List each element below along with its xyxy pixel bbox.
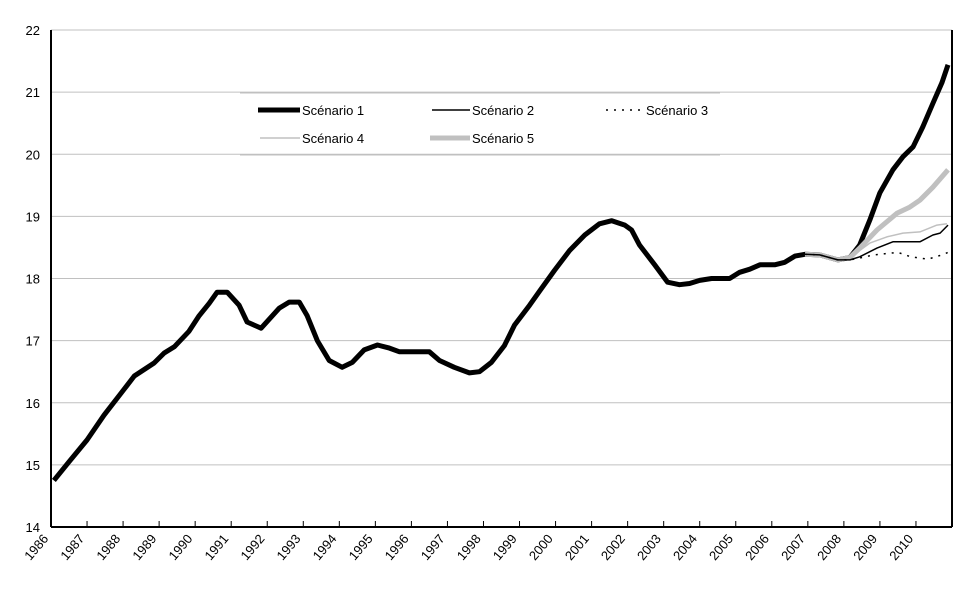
x-tick-label: 1994 bbox=[310, 531, 340, 563]
legend-label-scenario-2: Scénario 2 bbox=[472, 103, 534, 118]
x-tick-label: 1990 bbox=[165, 531, 195, 563]
x-tick-label: 1991 bbox=[201, 531, 231, 563]
series-line-scenario-1 bbox=[51, 63, 951, 482]
legend: Scénario 1 Scénario 2 Scénario 3 Scénario 4… bbox=[240, 92, 720, 156]
x-tick-label: 1993 bbox=[273, 531, 303, 563]
y-tick-label: 20 bbox=[26, 147, 40, 162]
y-tick-label: 15 bbox=[26, 458, 40, 473]
x-tick-label: 2008 bbox=[814, 531, 844, 563]
x-tick-label: 1989 bbox=[129, 531, 159, 563]
x-tick-label: 1995 bbox=[346, 531, 376, 563]
x-tick-label: 2001 bbox=[562, 531, 592, 563]
x-tick-label: 1997 bbox=[418, 531, 448, 563]
x-tick-label: 2009 bbox=[850, 531, 880, 563]
x-tick-label: 2002 bbox=[598, 531, 628, 563]
x-tick-label: 2007 bbox=[778, 531, 808, 563]
y-axis-tick-labels: 14 15 16 17 18 19 20 21 22 bbox=[26, 23, 40, 535]
x-tick-label: 1987 bbox=[57, 531, 87, 563]
gridlines bbox=[51, 29, 952, 466]
y-tick-label: 18 bbox=[26, 272, 40, 287]
x-tick-label: 1999 bbox=[490, 531, 520, 563]
x-tick-label: 1992 bbox=[237, 531, 267, 563]
x-tick-label: 2005 bbox=[706, 531, 736, 563]
series-lines bbox=[51, 63, 951, 482]
legend-label-scenario-1: Scénario 1 bbox=[302, 103, 364, 118]
y-tick-label: 17 bbox=[26, 334, 40, 349]
x-tick-label: 1998 bbox=[454, 531, 484, 563]
legend-label-scenario-3: Scénario 3 bbox=[646, 103, 708, 118]
axes bbox=[50, 30, 953, 528]
y-tick-label: 22 bbox=[26, 23, 40, 38]
x-tick-label: 2003 bbox=[634, 531, 664, 563]
x-tick-label: 2000 bbox=[526, 531, 556, 563]
series-line-scenario-5 bbox=[804, 168, 950, 263]
y-tick-label: 16 bbox=[26, 396, 40, 411]
x-axis-tick-labels: 1986 1987 1988 1989 1990 1991 1992 1993 1994 1995… bbox=[21, 531, 916, 563]
x-tick-label: 1986 bbox=[21, 531, 51, 563]
x-tick-label: 1988 bbox=[93, 531, 123, 563]
y-tick-label: 14 bbox=[26, 520, 40, 535]
series-line-scenario-2 bbox=[804, 224, 949, 261]
y-tick-label: 19 bbox=[26, 209, 40, 224]
legend-label-scenario-5: Scénario 5 bbox=[472, 131, 534, 146]
x-tick-label: 2004 bbox=[670, 531, 700, 563]
legend-label-scenario-4: Scénario 4 bbox=[302, 131, 364, 146]
x-tick-label: 2010 bbox=[886, 531, 916, 563]
x-tick-label: 1996 bbox=[382, 531, 412, 563]
y-tick-label: 21 bbox=[26, 85, 40, 100]
x-tick-label: 2006 bbox=[742, 531, 772, 563]
